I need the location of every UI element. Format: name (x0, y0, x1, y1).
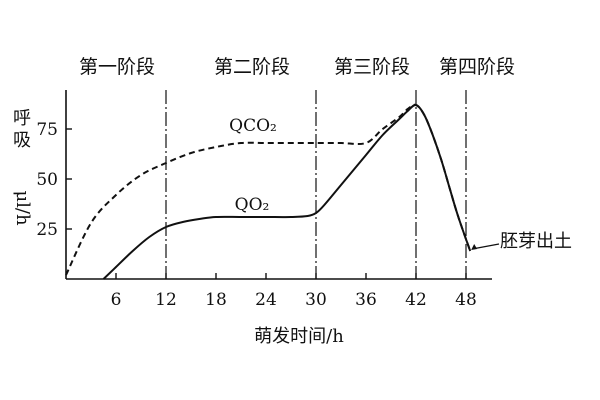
series-lines (65, 103, 472, 280)
axis-ticks: 6 12 18 24 30 36 42 48 25 50 75 (36, 120, 476, 310)
x-tick-label: 12 (155, 290, 177, 310)
x-tick-label: 48 (455, 290, 477, 310)
stage-label: 第三阶段 (334, 56, 410, 78)
annotation: 胚芽出土 (471, 231, 572, 252)
y-tick-label: 50 (36, 170, 58, 190)
y-axis-title-char: 吸 (13, 130, 31, 151)
x-tick-label: 18 (205, 290, 227, 310)
x-tick-label: 30 (305, 290, 327, 310)
x-axis-title: 萌发时间/h (254, 326, 344, 347)
x-tick-label: 6 (111, 290, 122, 310)
axes (65, 90, 492, 280)
qco2-label: QCO₂ (229, 116, 277, 136)
y-axis-title: 呼吸 μl/h (12, 108, 33, 226)
qo2-line (102, 103, 472, 280)
x-tick-label: 36 (355, 290, 377, 310)
annotation-arrowhead (471, 244, 478, 250)
x-tick-label: 42 (405, 290, 427, 310)
stage-label: 第一阶段 (79, 56, 155, 78)
stage-label: 第四阶段 (439, 56, 515, 78)
y-tick-label: 25 (36, 220, 58, 240)
qo2-label: QO₂ (235, 195, 270, 215)
series-labels: QCO₂ QO₂ (229, 116, 277, 215)
y-axis-title-char: 呼 (13, 108, 31, 129)
stage-labels: 第一阶段 第二阶段 第三阶段 第四阶段 (79, 56, 515, 78)
annotation-text: 胚芽出土 (500, 231, 572, 252)
y-tick-label: 75 (36, 120, 58, 140)
x-tick-label: 24 (255, 290, 277, 310)
y-axis-unit: μl/h (12, 190, 33, 226)
stage-boundary-lines (165, 90, 467, 279)
stage-label: 第二阶段 (214, 56, 290, 78)
